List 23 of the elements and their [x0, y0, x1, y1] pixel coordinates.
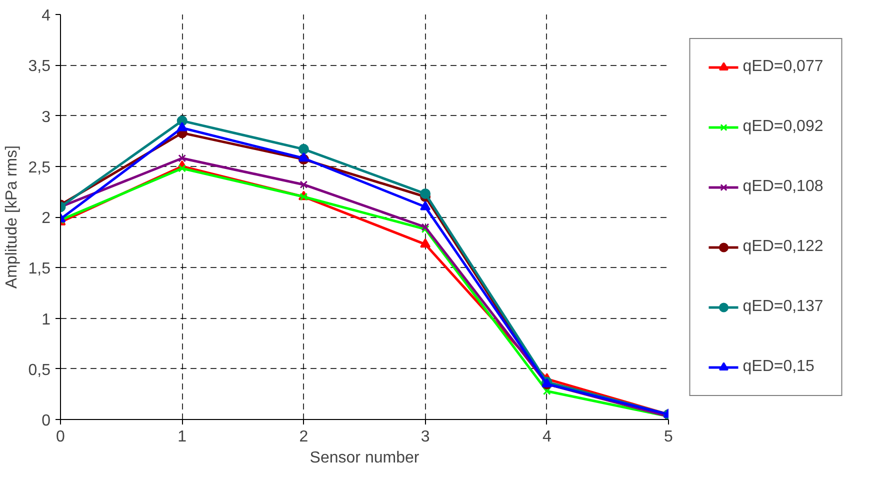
x-tick-label: 5 — [664, 428, 674, 446]
y-tick-label: 4 — [42, 8, 51, 24]
y-tick-label: 2,5 — [28, 159, 51, 176]
x-tick-label: 1 — [178, 428, 187, 446]
y-axis-title: Amplitude [kPa rms] — [3, 145, 20, 289]
legend-label: qED=0,15 — [742, 358, 814, 376]
y-tick-label: 0 — [42, 412, 51, 430]
y-tick-label: 1 — [42, 311, 51, 328]
legend-label: qED=0,108 — [742, 178, 824, 196]
legend-label: qED=0,092 — [742, 118, 824, 136]
y-tick-label: 0,5 — [28, 362, 51, 379]
x-tick-label: 0 — [56, 428, 66, 446]
legend-label: qED=0,077 — [742, 58, 824, 76]
x-tick-label: 4 — [542, 428, 552, 446]
y-tick-label: 3,5 — [28, 58, 51, 76]
y-tick-label: 1,5 — [28, 260, 51, 278]
y-tick-label: 2 — [42, 210, 51, 227]
x-axis-title: Sensor number — [310, 450, 420, 466]
legend-label: qED=0,122 — [742, 238, 824, 256]
y-tick-label: 3 — [42, 108, 51, 126]
legend-label: qED=0,137 — [742, 298, 824, 316]
x-tick-label: 2 — [299, 428, 308, 446]
x-tick-label: 3 — [420, 428, 430, 446]
